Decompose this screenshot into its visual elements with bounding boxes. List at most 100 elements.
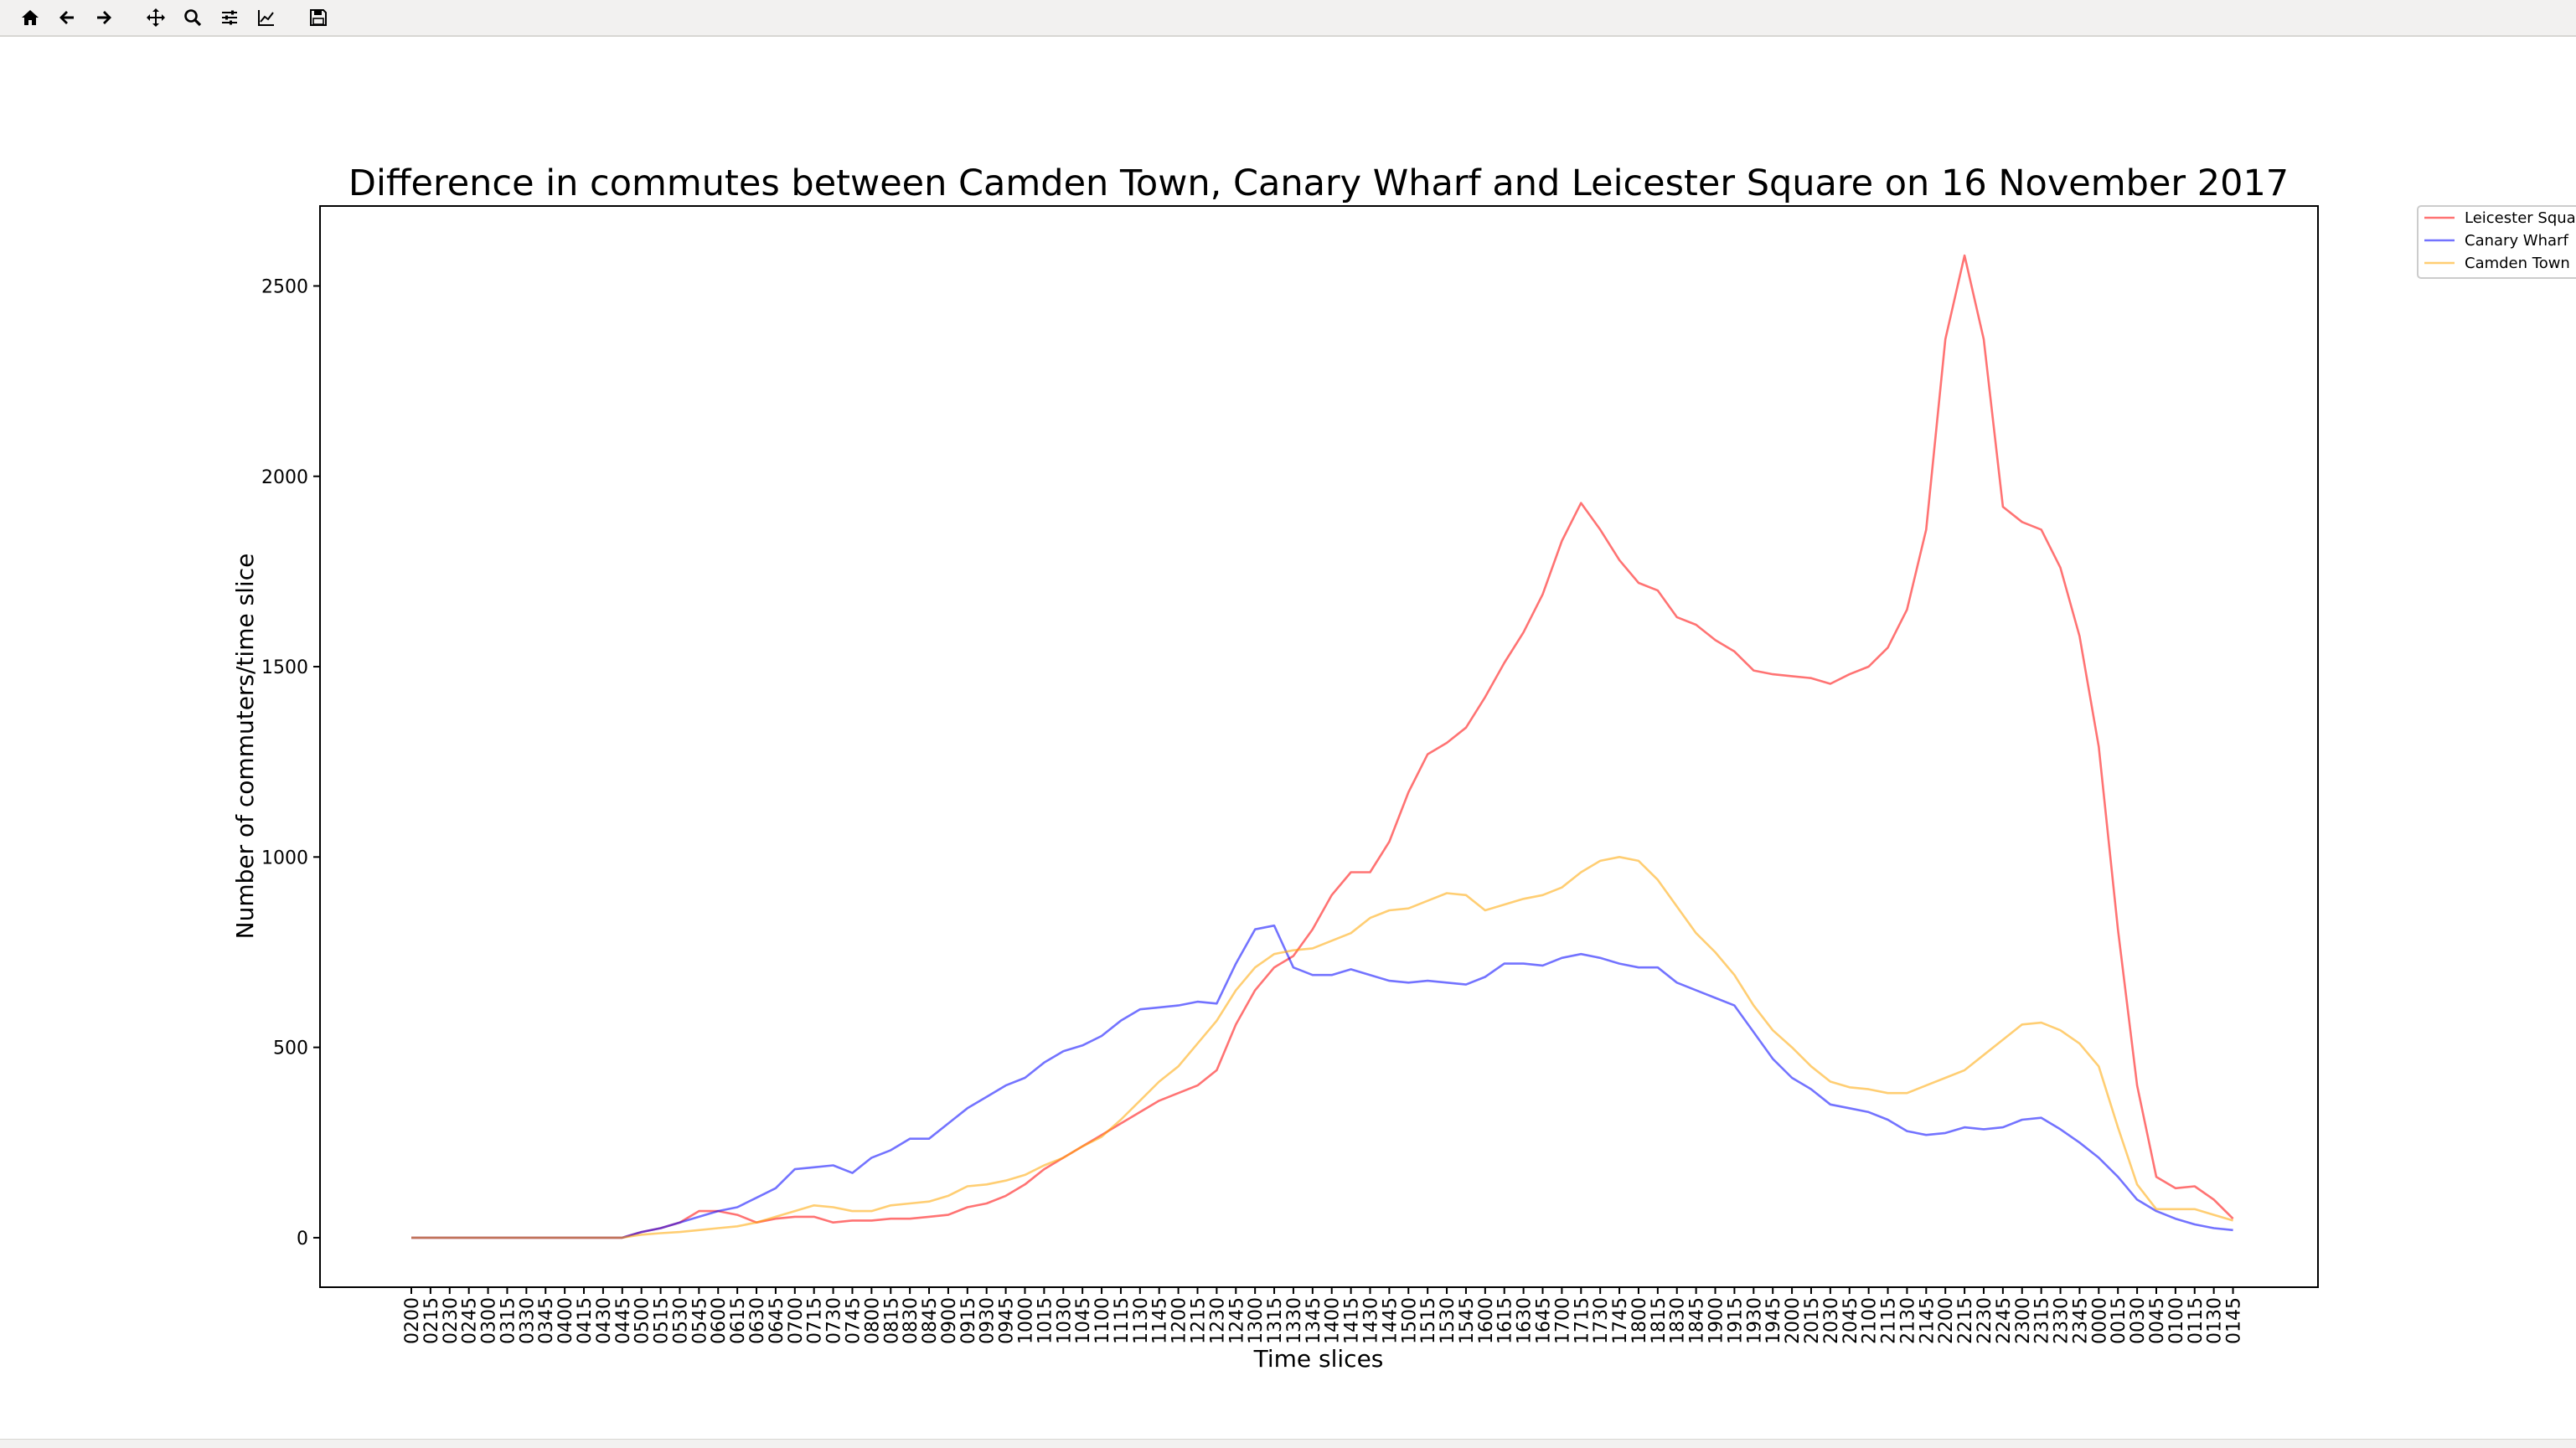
x-tick-label: 1415 [1342, 1297, 1363, 1344]
x-tick-label: 1145 [1150, 1297, 1171, 1344]
x-tick-label: 1715 [1572, 1297, 1593, 1344]
y-axis-label: Number of commuters/time slice [231, 554, 259, 940]
x-tick-label: 1930 [1744, 1297, 1765, 1344]
x-tick-label: 1845 [1687, 1297, 1708, 1344]
x-tick-label: 1130 [1131, 1297, 1152, 1344]
x-tick-label: 1900 [1706, 1297, 1727, 1344]
x-tick-label: 0815 [881, 1297, 902, 1344]
x-tick-label: 0715 [805, 1297, 826, 1344]
x-tick-label: 0515 [652, 1297, 673, 1344]
x-tick-label: 0245 [460, 1297, 481, 1344]
home-button[interactable] [13, 1, 47, 34]
x-tick-label: 2230 [1975, 1297, 1995, 1344]
series-lines [411, 254, 2234, 1239]
x-tick-label: 0745 [843, 1297, 864, 1344]
zoom-icon [184, 9, 202, 27]
x-tick-label: 0345 [536, 1297, 557, 1344]
edit-axis-button[interactable] [250, 1, 283, 34]
pan-button[interactable] [139, 1, 173, 34]
x-tick-label: 1600 [1476, 1297, 1497, 1344]
navigation-toolbar [0, 0, 2576, 37]
x-tick-label: 2300 [2013, 1297, 2034, 1344]
x-tick-label: 0200 [402, 1297, 423, 1344]
x-tick-label: 1830 [1668, 1297, 1689, 1344]
x-tick-label: 2345 [2070, 1297, 2091, 1344]
x-tick-label: 0115 [2186, 1297, 2207, 1344]
series-line-canary-wharf [411, 924, 2233, 1239]
x-tick-label: 0845 [920, 1297, 941, 1344]
x-tick-label: 1945 [1763, 1297, 1784, 1344]
x-tick-label: 1315 [1265, 1297, 1286, 1344]
legend-label: Canary Wharf [2465, 232, 2568, 250]
x-tick-label: 1430 [1361, 1297, 1382, 1344]
legend-label: Leicester Square [2465, 209, 2576, 227]
x-tick-label: 1200 [1169, 1297, 1190, 1344]
x-tick-label: 2000 [1783, 1297, 1804, 1344]
x-tick-label: 1545 [1457, 1297, 1478, 1344]
x-tick-label: 0630 [747, 1297, 768, 1344]
x-tick-label: 1615 [1495, 1297, 1516, 1344]
back-button[interactable] [50, 1, 84, 34]
forward-arrow-icon [97, 11, 111, 24]
legend-frame [2417, 205, 2576, 279]
x-tick-label: 1245 [1226, 1297, 1247, 1344]
x-tick-label: 0400 [555, 1297, 576, 1344]
x-tick-label: 1530 [1438, 1297, 1458, 1344]
x-tick-label: 0645 [767, 1297, 787, 1344]
status-bar [0, 1439, 2576, 1448]
x-tick-label: 1515 [1418, 1297, 1439, 1344]
x-tick-label: 2115 [1879, 1297, 1900, 1344]
x-tick-label: 0145 [2224, 1297, 2245, 1344]
x-tick-label: 2130 [1897, 1297, 1918, 1344]
x-tick-label: 2200 [1936, 1297, 1957, 1344]
y-tick-label: 2500 [261, 276, 308, 297]
x-tick-label: 0215 [421, 1297, 442, 1344]
save-button[interactable] [302, 1, 335, 34]
x-tick-label: 1400 [1323, 1297, 1344, 1344]
x-tick-label: 2030 [1821, 1297, 1842, 1344]
x-tick-label: 2145 [1917, 1297, 1938, 1344]
x-tick-label: 0415 [575, 1297, 596, 1344]
x-tick-label: 0000 [2089, 1297, 2110, 1344]
y-tick-label: 1500 [261, 657, 308, 678]
x-tick-label: 0830 [901, 1297, 921, 1344]
y-tick-label: 500 [273, 1038, 308, 1059]
home-icon [22, 10, 39, 25]
plot-area [319, 205, 2319, 1288]
x-tick-label: 0030 [2128, 1297, 2149, 1344]
x-tick-label: 2245 [1994, 1297, 2015, 1344]
x-tick-label: 2315 [2032, 1297, 2053, 1344]
x-tick-label: 1915 [1725, 1297, 1746, 1344]
x-tick-label: 0500 [632, 1297, 653, 1344]
x-tick-label: 0045 [2147, 1297, 2168, 1344]
y-tick-label: 2000 [261, 467, 308, 488]
x-tick-label: 1700 [1552, 1297, 1573, 1344]
pan-icon [147, 8, 165, 27]
x-tick-label: 0445 [613, 1297, 634, 1344]
y-axis-ticks: 0 500 1000 1500 2000 2500 [261, 276, 320, 1250]
chart-title: Difference in commutes between Camden To… [348, 162, 2289, 204]
series-line-camden-town [411, 855, 2233, 1239]
zoom-button[interactable] [176, 1, 209, 34]
configure-subplots-button[interactable] [213, 1, 246, 34]
x-tick-label: 1030 [1054, 1297, 1075, 1344]
x-tick-label: 1500 [1399, 1297, 1420, 1344]
x-tick-label: 0530 [670, 1297, 691, 1344]
x-tick-label: 0545 [689, 1297, 710, 1344]
x-tick-label: 1800 [1629, 1297, 1650, 1344]
configure-subplots-icon [222, 10, 237, 25]
x-tick-label: 1000 [1015, 1297, 1036, 1344]
x-axis-label: Time slices [1253, 1345, 1384, 1373]
x-tick-label: 0915 [958, 1297, 979, 1344]
legend-label: Camden Town [2465, 255, 2570, 272]
x-tick-label: 0230 [441, 1297, 462, 1344]
x-tick-label: 2330 [2052, 1297, 2073, 1344]
x-tick-label: 0100 [2166, 1297, 2187, 1344]
y-tick-label: 0 [297, 1229, 308, 1250]
x-tick-label: 0130 [2205, 1297, 2226, 1344]
x-tick-label: 0700 [786, 1297, 807, 1344]
x-tick-label: 1300 [1246, 1297, 1267, 1344]
x-tick-label: 1445 [1380, 1297, 1401, 1344]
x-axis-ticks: 0200021502300245030003150330034504000415… [402, 1287, 2245, 1344]
forward-button[interactable] [87, 1, 121, 34]
